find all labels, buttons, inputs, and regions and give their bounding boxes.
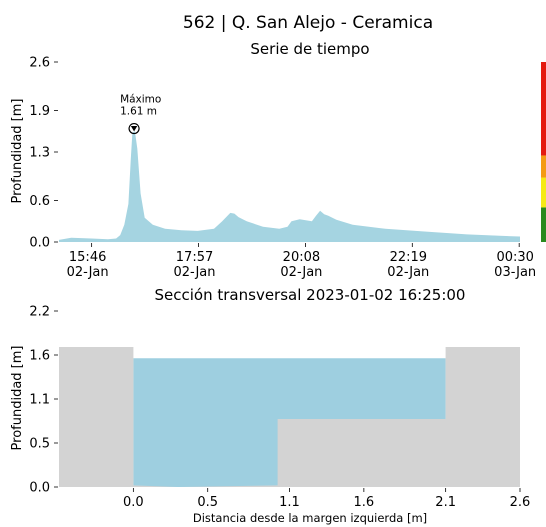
x-tick-time: 15:46 [69,250,106,265]
x-tick-label: 0.0 [123,495,144,510]
y-tick-label: 2.6 [29,56,50,71]
y-tick-label: 0.0 [29,481,50,496]
cross-section-x-label: Distancia desde la margen izquierda [m] [193,511,427,525]
x-tick-date: 02-Jan [174,265,216,280]
alert-segment [541,177,546,208]
max-annotation: Máximo 1.61 m [120,94,161,135]
alert-segment [541,207,546,242]
x-tick-label: 1.6 [354,495,375,510]
time-series-chart: Serie de tiempo 0.00.61.31.92.6 15:4602-… [10,40,546,280]
time-series-x-ticks: 15:4602-Jan17:5702-Jan20:0802-Jan22:1902… [67,243,536,280]
y-tick-label: 0.0 [29,236,50,251]
max-value: 1.61 m [120,106,157,118]
x-tick-date: 02-Jan [387,265,429,280]
time-series-title: Serie de tiempo [250,40,369,58]
alert-level-bar [541,62,546,242]
cross-section-y-ticks: 0.0 0.5 1.1 1.6 2.2 [29,305,58,496]
x-tick-date: 03-Jan [494,265,536,280]
cross-section-chart: Sección transversal 2023-01-02 16:25:00 … [10,286,530,525]
alert-segment [541,155,546,178]
cross-section-y-label: Profundidad [m] [10,346,25,451]
alert-segment [541,62,546,156]
y-tick-label: 0.6 [29,194,50,209]
y-tick-label: 1.3 [29,146,50,161]
y-tick-label: 1.1 [29,393,50,408]
time-series-area [59,131,520,242]
time-series-y-ticks: 0.0 0.6 1.3 1.9 2.6 [29,56,58,251]
time-series-y-label: Profundidad [m] [10,99,25,204]
cross-section-title: Sección transversal 2023-01-02 16:25:00 [155,286,466,304]
x-tick-date: 02-Jan [280,265,322,280]
x-tick-time: 17:57 [176,250,213,265]
cross-section-bed [59,347,520,487]
x-tick-time: 00:30 [496,250,533,265]
cross-section-x-ticks: 0.0 0.5 1.1 1.6 2.1 2.6 [123,488,530,510]
x-tick-time: 22:19 [390,250,427,265]
figure-title: 562 | Q. San Alejo - Ceramica [183,13,433,33]
x-tick-label: 0.5 [197,495,218,510]
x-tick-label: 2.1 [435,495,456,510]
x-tick-time: 20:08 [283,250,320,265]
y-tick-label: 1.6 [29,349,50,364]
x-tick-label: 1.1 [279,495,300,510]
y-tick-label: 1.9 [29,104,50,119]
y-tick-label: 2.2 [29,305,50,320]
max-marker-arrow-icon [130,126,138,132]
max-label: Máximo [120,94,161,106]
y-tick-label: 0.5 [29,437,50,452]
max-marker [128,122,140,135]
x-tick-date: 02-Jan [67,265,109,280]
x-tick-label: 2.6 [510,495,531,510]
